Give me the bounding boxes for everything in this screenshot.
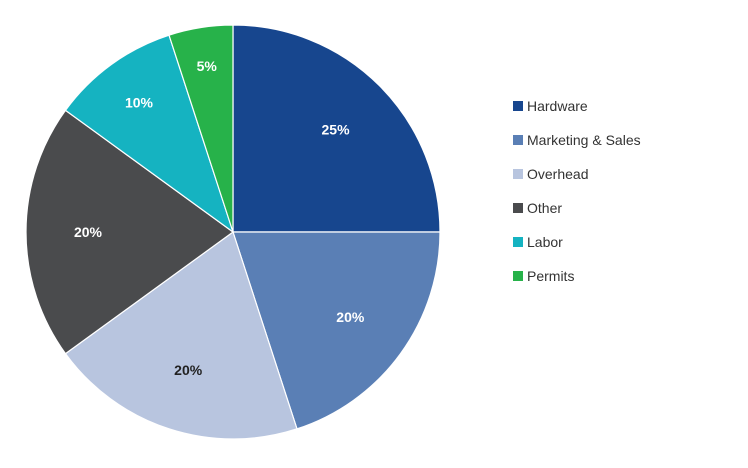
legend-label: Labor: [527, 234, 563, 250]
legend-item-permits: Permits: [513, 268, 574, 284]
pie-slice-other: [25, 109, 235, 355]
slice-label-hardware: 25%: [322, 121, 351, 137]
legend-swatch: [513, 271, 523, 281]
slice-label-labor: 10%: [125, 95, 154, 111]
pie-slice-overhead: [64, 231, 298, 440]
legend-label: Hardware: [527, 98, 588, 114]
pie-slice-labels: 25% 20% 20% 20% 10% 5%: [74, 58, 365, 378]
legend-label: Overhead: [527, 166, 588, 182]
legend-label: Permits: [527, 268, 574, 284]
pie-slices: [25, 24, 441, 440]
pie-slice-labor: [64, 34, 235, 234]
legend-item-hardware: Hardware: [513, 98, 588, 114]
pie-slice-marketing-and-sales: [232, 231, 441, 430]
legend-item-other: Other: [513, 200, 562, 216]
slice-label-permits: 5%: [197, 58, 218, 74]
slice-label-overhead: 20%: [174, 362, 203, 378]
legend-label: Other: [527, 200, 562, 216]
legend-item-marketing-and-sales: Marketing & Sales: [513, 132, 641, 148]
legend-swatch: [513, 203, 523, 213]
legend-item-labor: Labor: [513, 234, 563, 250]
legend-item-overhead: Overhead: [513, 166, 588, 182]
pie-slice-permits: [168, 24, 234, 233]
legend-swatch: [513, 237, 523, 247]
legend-swatch: [513, 135, 523, 145]
slice-label-other: 20%: [74, 224, 103, 240]
pie-slice-hardware: [232, 24, 441, 233]
slice-label-marketing-and-sales: 20%: [336, 309, 365, 325]
legend-swatch: [513, 169, 523, 179]
legend: Hardware Marketing & Sales Overhead Other La…: [513, 98, 641, 284]
legend-swatch: [513, 101, 523, 111]
legend-label: Marketing & Sales: [527, 132, 641, 148]
